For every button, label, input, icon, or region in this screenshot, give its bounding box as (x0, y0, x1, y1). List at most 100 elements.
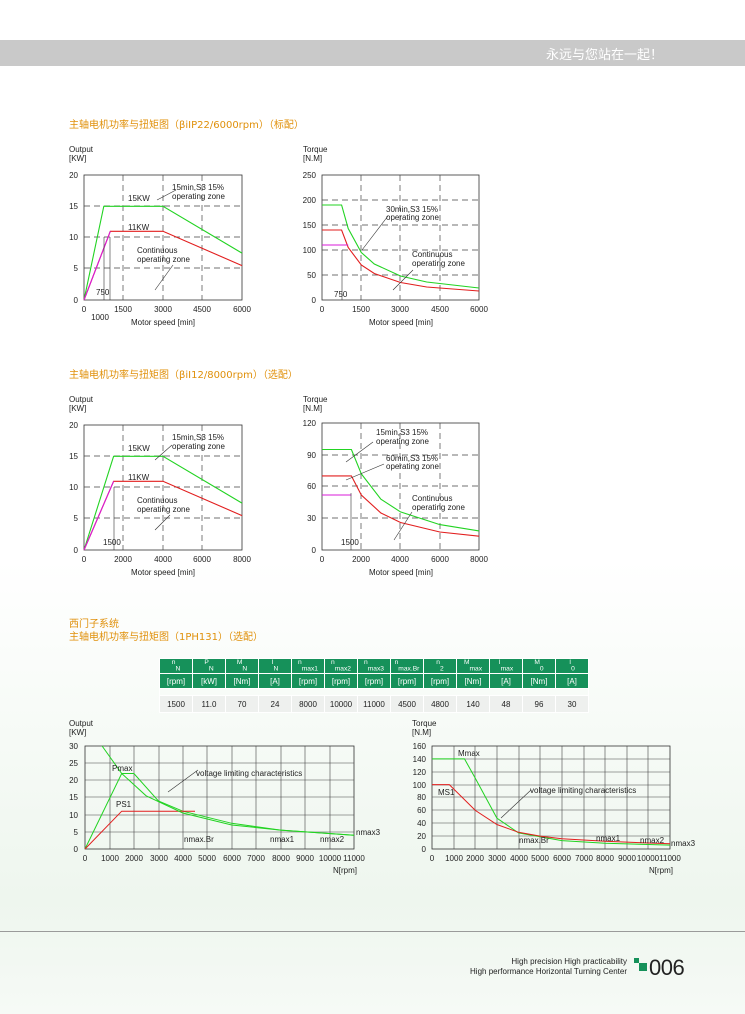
y-tick: 25 (69, 759, 78, 768)
ylabel-line2: [N.M] (412, 728, 431, 737)
x-tick: 1000 (101, 854, 119, 863)
x-tick: 0 (82, 305, 87, 314)
annotation: 11KW (128, 473, 150, 482)
plot-frame (321, 174, 480, 301)
footer-divider (0, 931, 745, 932)
plot-frame (431, 745, 671, 850)
logo-square-large (639, 963, 647, 971)
x-axis-label: N[rpm] (649, 866, 673, 875)
torque-chart-2: Torque [N.M] 120 90 60 30 0 0 2000 4000 … (303, 395, 489, 577)
annotation: 1500 (341, 538, 359, 547)
annotation: 15KW (128, 194, 150, 203)
x-axis-label: Motor speed [min] (369, 568, 433, 577)
series-red (322, 475, 480, 537)
x-tick: 1500 (352, 305, 370, 314)
x-tick: 0 (83, 854, 88, 863)
x-tick: 6000 (553, 854, 571, 863)
x-tick: 8000 (470, 555, 488, 564)
y-tick: 10 (69, 233, 78, 242)
series-green (83, 205, 243, 301)
ylabel-line1: Torque (303, 145, 328, 154)
y-tick: 140 (413, 755, 427, 764)
x-tick: 0 (82, 555, 87, 564)
plot-frame (84, 745, 355, 850)
x-tick: 3000 (154, 305, 172, 314)
ylabel-line2: [KW] (69, 154, 86, 163)
x-tick: 8000 (272, 854, 290, 863)
x-tick: 4000 (391, 555, 409, 564)
y-tick: 20 (417, 832, 426, 841)
x-tick: 6000 (233, 305, 251, 314)
x-tick: 6000 (193, 555, 211, 564)
annotation: nmax.Br (519, 836, 549, 845)
section-title-3a: 西门子系统 (69, 619, 119, 630)
torque-chart-3: Torque [N.M] 160 140 120 100 80 60 40 20… (412, 719, 696, 875)
annotation: nmax3 (356, 828, 381, 837)
x-tick: 4000 (174, 854, 192, 863)
annotation: operating zone (412, 503, 465, 512)
annotation: nmax2 (320, 835, 345, 844)
x-tick: 7000 (575, 854, 593, 863)
x-axis-label: Motor speed [min] (131, 568, 195, 577)
annotation: operating zone (172, 192, 225, 201)
y-tick: 15 (69, 202, 78, 211)
y-tick: 0 (74, 296, 79, 305)
x-tick: 2000 (114, 555, 132, 564)
x-tick: 0 (430, 854, 435, 863)
y-tick: 100 (413, 781, 427, 790)
annotation: operating zone (412, 259, 465, 268)
x-tick: 0 (320, 555, 325, 564)
y-tick: 20 (69, 421, 78, 430)
x-tick: 2000 (125, 854, 143, 863)
y-tick: 0 (312, 296, 317, 305)
series-green (322, 204, 480, 289)
annotation: operating zone (137, 255, 190, 264)
annotation: 1500 (103, 538, 121, 547)
series-red (84, 810, 195, 850)
x-tick: 0 (320, 305, 325, 314)
y-tick: 0 (422, 845, 427, 854)
page-number: 006 (649, 955, 685, 980)
x-tick: 8000 (233, 555, 251, 564)
series-green (322, 448, 480, 532)
plot-frame (321, 422, 480, 551)
annotation: voltage limiting characteristics (196, 769, 302, 778)
x-tick: 9000 (618, 854, 636, 863)
slogan: 永远与您站在一起！ (545, 48, 663, 63)
annotation: operating zone (172, 442, 225, 451)
x-tick: 2000 (352, 555, 370, 564)
ylabel-line1: Output (69, 395, 94, 404)
ylabel-line1: Torque (303, 395, 328, 404)
ylabel-line2: [KW] (69, 728, 86, 737)
output-chart-2: Output [KW] 20 15 10 5 0 0 2000 4000 600… (69, 395, 251, 577)
table-units-row: [rpm] [kW] [Nm] [A] [rpm] [rpm] [rpm] [rpm] [r… (159, 673, 589, 689)
x-axis-label: N[rpm] (333, 866, 357, 875)
annotation: 750 (334, 290, 348, 299)
x-tick: 11000 (659, 854, 681, 863)
section-title-1: 主轴电机功率与扭矩图（βiIP22/6000rpm）（标配） (69, 120, 304, 131)
annotation: operating zone (386, 213, 439, 222)
spec-table: nN PN MN IN nmax1 nmax2 nmax3 nmax.Br n2… (159, 658, 589, 713)
annotation: nmax3 (671, 839, 696, 848)
output-chart-3: Output [KW] 30 25 20 15 10 5 0 0 1000 20… (69, 719, 381, 875)
x-tick: 1000 (445, 854, 463, 863)
annotation: nmax2 (640, 836, 665, 845)
x-tick: 4000 (510, 854, 528, 863)
ylabel-line1: Torque (412, 719, 437, 728)
y-tick: 60 (307, 482, 316, 491)
annotation: 60min,S3 15% (386, 454, 438, 463)
table-row: 1500 11.0 70 24 8000 10000 11000 4500 4800 140… (159, 695, 589, 713)
annotation: 15min,S3 15% (172, 433, 224, 442)
ylabel-line2: [N.M] (303, 404, 322, 413)
x-tick: 6000 (431, 555, 449, 564)
annotation: operating zone (137, 505, 190, 514)
y-tick: 30 (69, 742, 78, 751)
x-tick: 5000 (198, 854, 216, 863)
y-tick: 120 (413, 768, 427, 777)
y-tick: 15 (69, 452, 78, 461)
y-tick: 20 (69, 776, 78, 785)
x-tick: 3000 (488, 854, 506, 863)
x-tick: 4500 (193, 305, 211, 314)
x-tick: 6000 (470, 305, 488, 314)
x-axis-label: Motor speed [min] (131, 318, 195, 327)
